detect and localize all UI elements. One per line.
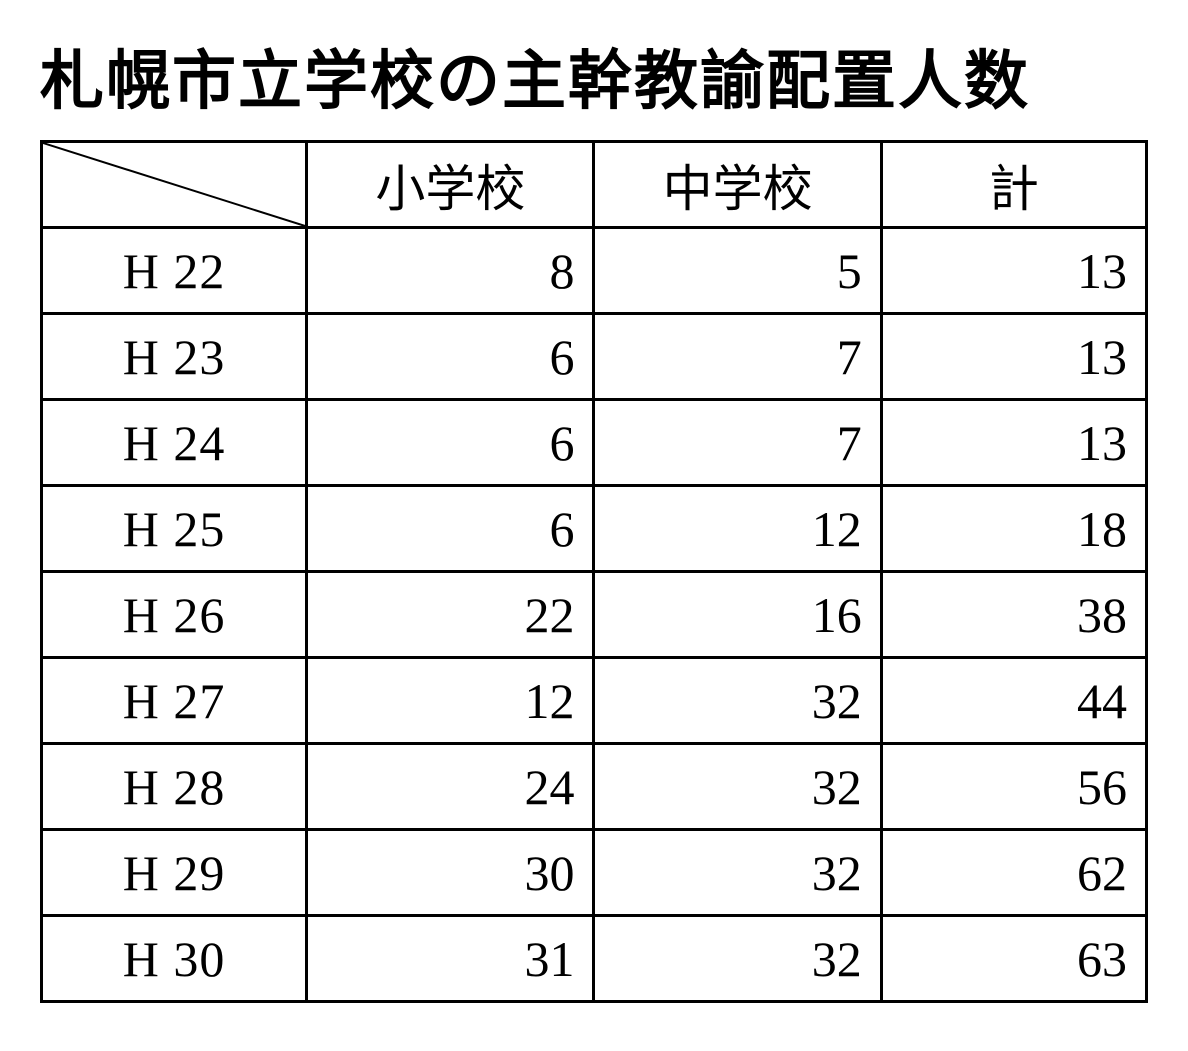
table-row: H 26221638 (42, 572, 1147, 658)
year-cell: H 22 (42, 228, 307, 314)
total-cell: 56 (881, 744, 1146, 830)
year-cell: H 23 (42, 314, 307, 400)
table-row: H 228513 (42, 228, 1147, 314)
table-row: H 246713 (42, 400, 1147, 486)
junior-cell: 32 (594, 830, 881, 916)
total-cell: 18 (881, 486, 1146, 572)
junior-cell: 32 (594, 916, 881, 1002)
table-row: H 2561218 (42, 486, 1147, 572)
junior-cell: 16 (594, 572, 881, 658)
table-row: H 236713 (42, 314, 1147, 400)
table-row: H 29303262 (42, 830, 1147, 916)
table-row: H 28243256 (42, 744, 1147, 830)
total-cell: 38 (881, 572, 1146, 658)
total-cell: 13 (881, 400, 1146, 486)
total-cell: 13 (881, 228, 1146, 314)
year-cell: H 26 (42, 572, 307, 658)
year-cell: H 30 (42, 916, 307, 1002)
data-table: 小学校 中学校 計 H 228513H 236713H 246713H 2561… (40, 140, 1148, 1003)
total-cell: 63 (881, 916, 1146, 1002)
junior-cell: 32 (594, 658, 881, 744)
junior-cell: 32 (594, 744, 881, 830)
year-cell: H 25 (42, 486, 307, 572)
junior-cell: 5 (594, 228, 881, 314)
total-cell: 62 (881, 830, 1146, 916)
table-header-row: 小学校 中学校 計 (42, 142, 1147, 228)
elementary-cell: 6 (307, 400, 594, 486)
header-total: 計 (881, 142, 1146, 228)
junior-cell: 12 (594, 486, 881, 572)
elementary-cell: 31 (307, 916, 594, 1002)
elementary-cell: 22 (307, 572, 594, 658)
year-cell: H 27 (42, 658, 307, 744)
elementary-cell: 6 (307, 486, 594, 572)
junior-cell: 7 (594, 400, 881, 486)
table-row: H 30313263 (42, 916, 1147, 1002)
table-row: H 27123244 (42, 658, 1147, 744)
page-title: 札幌市立学校の主幹教諭配置人数 (40, 30, 1148, 122)
header-diagonal-cell (42, 142, 307, 228)
junior-cell: 7 (594, 314, 881, 400)
header-elementary: 小学校 (307, 142, 594, 228)
total-cell: 13 (881, 314, 1146, 400)
diagonal-line-icon (43, 143, 305, 226)
elementary-cell: 30 (307, 830, 594, 916)
year-cell: H 24 (42, 400, 307, 486)
elementary-cell: 12 (307, 658, 594, 744)
elementary-cell: 24 (307, 744, 594, 830)
elementary-cell: 6 (307, 314, 594, 400)
elementary-cell: 8 (307, 228, 594, 314)
year-cell: H 28 (42, 744, 307, 830)
total-cell: 44 (881, 658, 1146, 744)
year-cell: H 29 (42, 830, 307, 916)
header-junior: 中学校 (594, 142, 881, 228)
